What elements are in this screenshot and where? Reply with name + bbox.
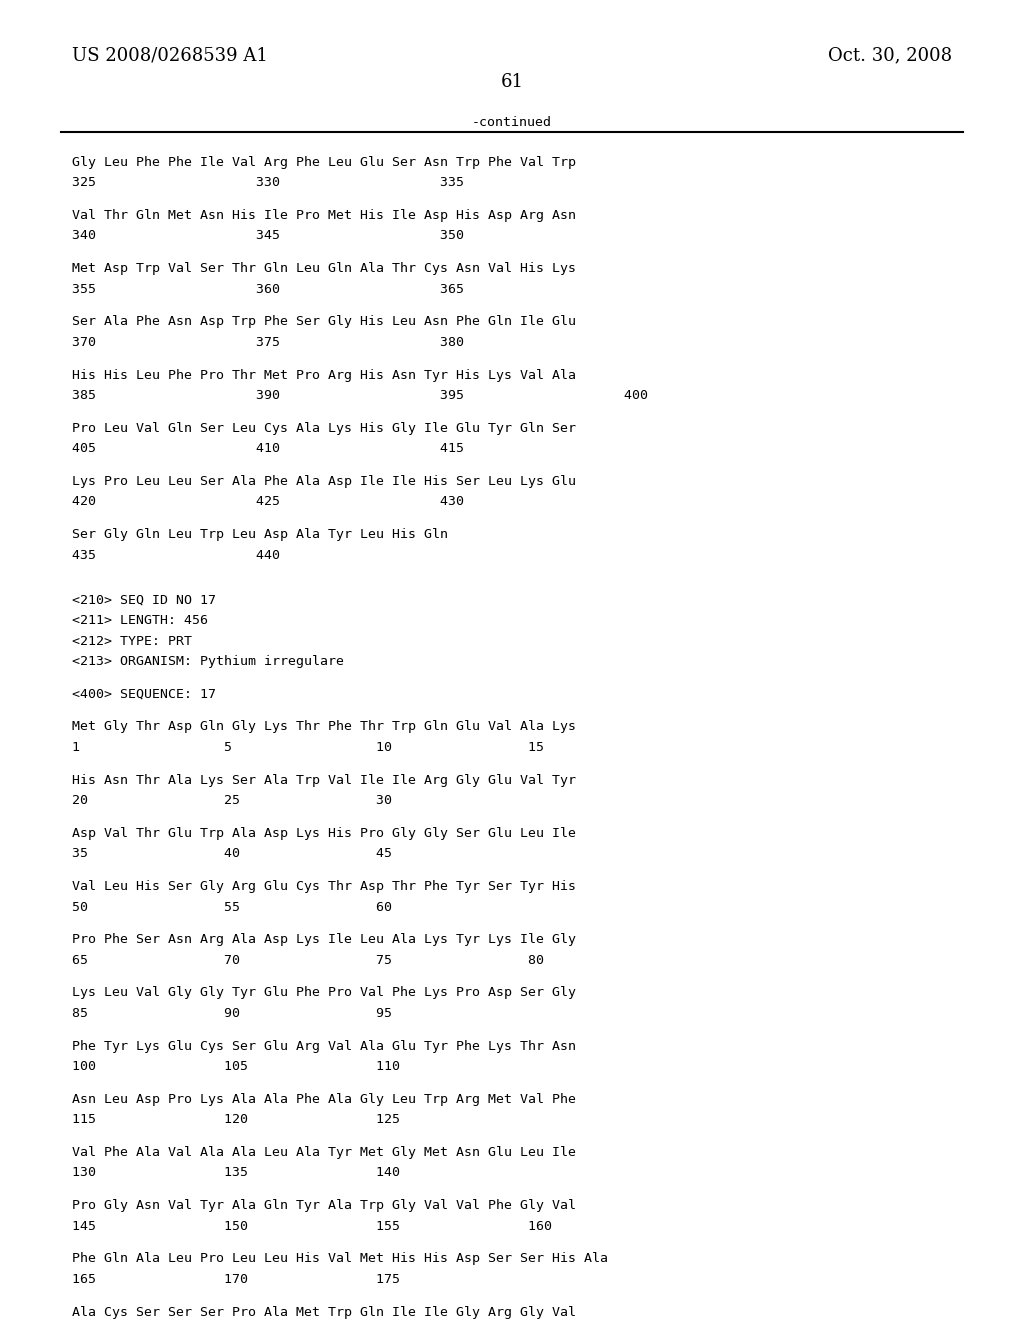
Text: 35                 40                 45: 35 40 45	[72, 847, 391, 861]
Text: Lys Leu Val Gly Gly Tyr Glu Phe Pro Val Phe Lys Pro Asp Ser Gly: Lys Leu Val Gly Gly Tyr Glu Phe Pro Val …	[72, 986, 575, 999]
Text: 385                    390                    395                    400: 385 390 395 400	[72, 389, 648, 403]
Text: <400> SEQUENCE: 17: <400> SEQUENCE: 17	[72, 688, 216, 701]
Text: <212> TYPE: PRT: <212> TYPE: PRT	[72, 635, 191, 648]
Text: 85                 90                 95: 85 90 95	[72, 1007, 391, 1020]
Text: Ser Ala Phe Asn Asp Trp Phe Ser Gly His Leu Asn Phe Gln Ile Glu: Ser Ala Phe Asn Asp Trp Phe Ser Gly His …	[72, 315, 575, 329]
Text: Gly Leu Phe Phe Ile Val Arg Phe Leu Glu Ser Asn Trp Phe Val Trp: Gly Leu Phe Phe Ile Val Arg Phe Leu Glu …	[72, 156, 575, 169]
Text: Ser Gly Gln Leu Trp Leu Asp Ala Tyr Leu His Gln: Ser Gly Gln Leu Trp Leu Asp Ala Tyr Leu …	[72, 528, 447, 541]
Text: 65                 70                 75                 80: 65 70 75 80	[72, 953, 544, 966]
Text: Lys Pro Leu Leu Ser Ala Phe Ala Asp Ile Ile His Ser Leu Lys Glu: Lys Pro Leu Leu Ser Ala Phe Ala Asp Ile …	[72, 475, 575, 488]
Text: Ala Cys Ser Ser Ser Pro Ala Met Trp Gln Ile Ile Gly Arg Gly Val: Ala Cys Ser Ser Ser Pro Ala Met Trp Gln …	[72, 1305, 575, 1319]
Text: Val Phe Ala Val Ala Ala Leu Ala Tyr Met Gly Met Asn Glu Leu Ile: Val Phe Ala Val Ala Ala Leu Ala Tyr Met …	[72, 1146, 575, 1159]
Text: <211> LENGTH: 456: <211> LENGTH: 456	[72, 614, 208, 627]
Text: Pro Gly Asn Val Tyr Ala Gln Tyr Ala Trp Gly Val Val Phe Gly Val: Pro Gly Asn Val Tyr Ala Gln Tyr Ala Trp …	[72, 1199, 575, 1212]
Text: 420                    425                    430: 420 425 430	[72, 495, 464, 508]
Text: 325                    330                    335: 325 330 335	[72, 177, 464, 189]
Text: 130                135                140: 130 135 140	[72, 1167, 399, 1180]
Text: 100                105                110: 100 105 110	[72, 1060, 399, 1073]
Text: Asn Leu Asp Pro Lys Ala Ala Phe Ala Gly Leu Trp Arg Met Val Phe: Asn Leu Asp Pro Lys Ala Ala Phe Ala Gly …	[72, 1093, 575, 1106]
Text: Met Gly Thr Asp Gln Gly Lys Thr Phe Thr Trp Gln Glu Val Ala Lys: Met Gly Thr Asp Gln Gly Lys Thr Phe Thr …	[72, 721, 575, 734]
Text: Phe Gln Ala Leu Pro Leu Leu His Val Met His His Asp Ser Ser His Ala: Phe Gln Ala Leu Pro Leu Leu His Val Met …	[72, 1253, 607, 1266]
Text: US 2008/0268539 A1: US 2008/0268539 A1	[72, 46, 267, 65]
Text: Phe Tyr Lys Glu Cys Ser Glu Arg Val Ala Glu Tyr Phe Lys Thr Asn: Phe Tyr Lys Glu Cys Ser Glu Arg Val Ala …	[72, 1040, 575, 1052]
Text: 145                150                155                160: 145 150 155 160	[72, 1220, 552, 1233]
Text: <213> ORGANISM: Pythium irregulare: <213> ORGANISM: Pythium irregulare	[72, 655, 344, 668]
Text: 50                 55                 60: 50 55 60	[72, 900, 391, 913]
Text: 20                 25                 30: 20 25 30	[72, 795, 391, 807]
Text: <210> SEQ ID NO 17: <210> SEQ ID NO 17	[72, 594, 216, 607]
Text: His Asn Thr Ala Lys Ser Ala Trp Val Ile Ile Arg Gly Glu Val Tyr: His Asn Thr Ala Lys Ser Ala Trp Val Ile …	[72, 774, 575, 787]
Text: 355                    360                    365: 355 360 365	[72, 282, 464, 296]
Text: Val Leu His Ser Gly Arg Glu Cys Thr Asp Thr Phe Tyr Ser Tyr His: Val Leu His Ser Gly Arg Glu Cys Thr Asp …	[72, 880, 575, 894]
Text: Val Thr Gln Met Asn His Ile Pro Met His Ile Asp His Asp Arg Asn: Val Thr Gln Met Asn His Ile Pro Met His …	[72, 209, 575, 222]
Text: Met Asp Trp Val Ser Thr Gln Leu Gln Ala Thr Cys Asn Val His Lys: Met Asp Trp Val Ser Thr Gln Leu Gln Ala …	[72, 263, 575, 275]
Text: 115                120                125: 115 120 125	[72, 1113, 399, 1126]
Text: 340                    345                    350: 340 345 350	[72, 230, 464, 243]
Text: 61: 61	[501, 73, 523, 91]
Text: Oct. 30, 2008: Oct. 30, 2008	[828, 46, 952, 65]
Text: Asp Val Thr Glu Trp Ala Asp Lys His Pro Gly Gly Ser Glu Leu Ile: Asp Val Thr Glu Trp Ala Asp Lys His Pro …	[72, 826, 575, 840]
Text: Pro Phe Ser Asn Arg Ala Asp Lys Ile Leu Ala Lys Tyr Lys Ile Gly: Pro Phe Ser Asn Arg Ala Asp Lys Ile Leu …	[72, 933, 575, 946]
Text: -continued: -continued	[472, 116, 552, 129]
Text: Pro Leu Val Gln Ser Leu Cys Ala Lys His Gly Ile Glu Tyr Gln Ser: Pro Leu Val Gln Ser Leu Cys Ala Lys His …	[72, 421, 575, 434]
Text: 370                    375                    380: 370 375 380	[72, 335, 464, 348]
Text: 1                  5                  10                 15: 1 5 10 15	[72, 741, 544, 754]
Text: 435                    440: 435 440	[72, 549, 280, 561]
Text: 405                    410                    415: 405 410 415	[72, 442, 464, 455]
Text: 165                170                175: 165 170 175	[72, 1272, 399, 1286]
Text: His His Leu Phe Pro Thr Met Pro Arg His Asn Tyr His Lys Val Ala: His His Leu Phe Pro Thr Met Pro Arg His …	[72, 368, 575, 381]
